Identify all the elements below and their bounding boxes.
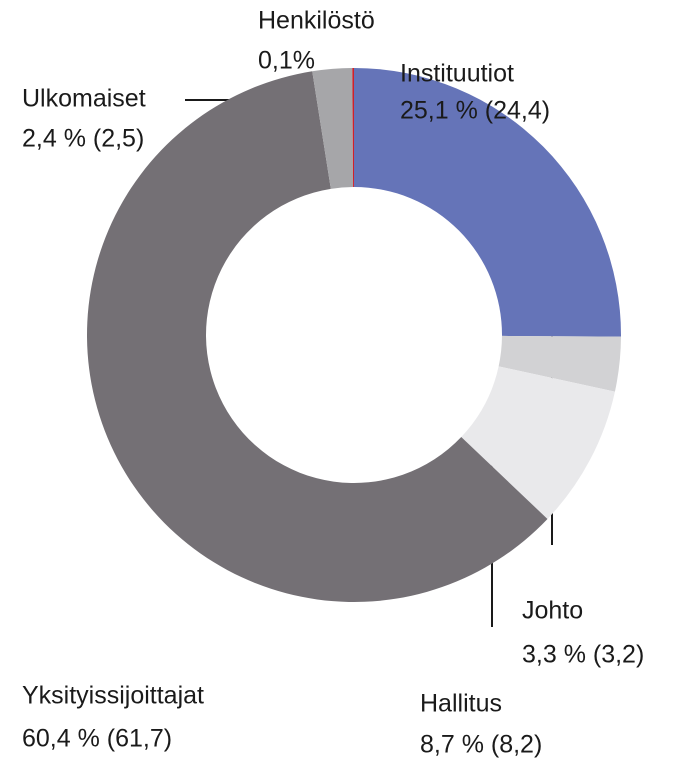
- value-label: 3,3 % (3,2): [522, 641, 644, 669]
- value-label: 8,7 % (8,2): [420, 731, 542, 759]
- donut-segment: [352, 68, 354, 188]
- donut-segment: [354, 68, 621, 337]
- segment-label: Henkilöstö: [258, 7, 375, 35]
- value-label: 25,1 % (24,4): [400, 97, 550, 125]
- value-label: 2,4 % (2,5): [22, 125, 144, 153]
- donut-segment: [498, 335, 621, 392]
- segment-label: Johto: [522, 597, 583, 625]
- donut-segment: [461, 366, 615, 519]
- segment-label: Hallitus: [420, 690, 502, 718]
- segment-label: Ulkomaiset: [22, 85, 146, 113]
- value-label: 0,1%: [258, 47, 315, 75]
- segment-label: Yksityissijoittajat: [22, 682, 204, 710]
- donut-segment: [87, 71, 548, 602]
- value-label: 60,4 % (61,7): [22, 725, 172, 753]
- donut-segment: [312, 68, 354, 189]
- segment-label: Instituutiot: [400, 60, 514, 88]
